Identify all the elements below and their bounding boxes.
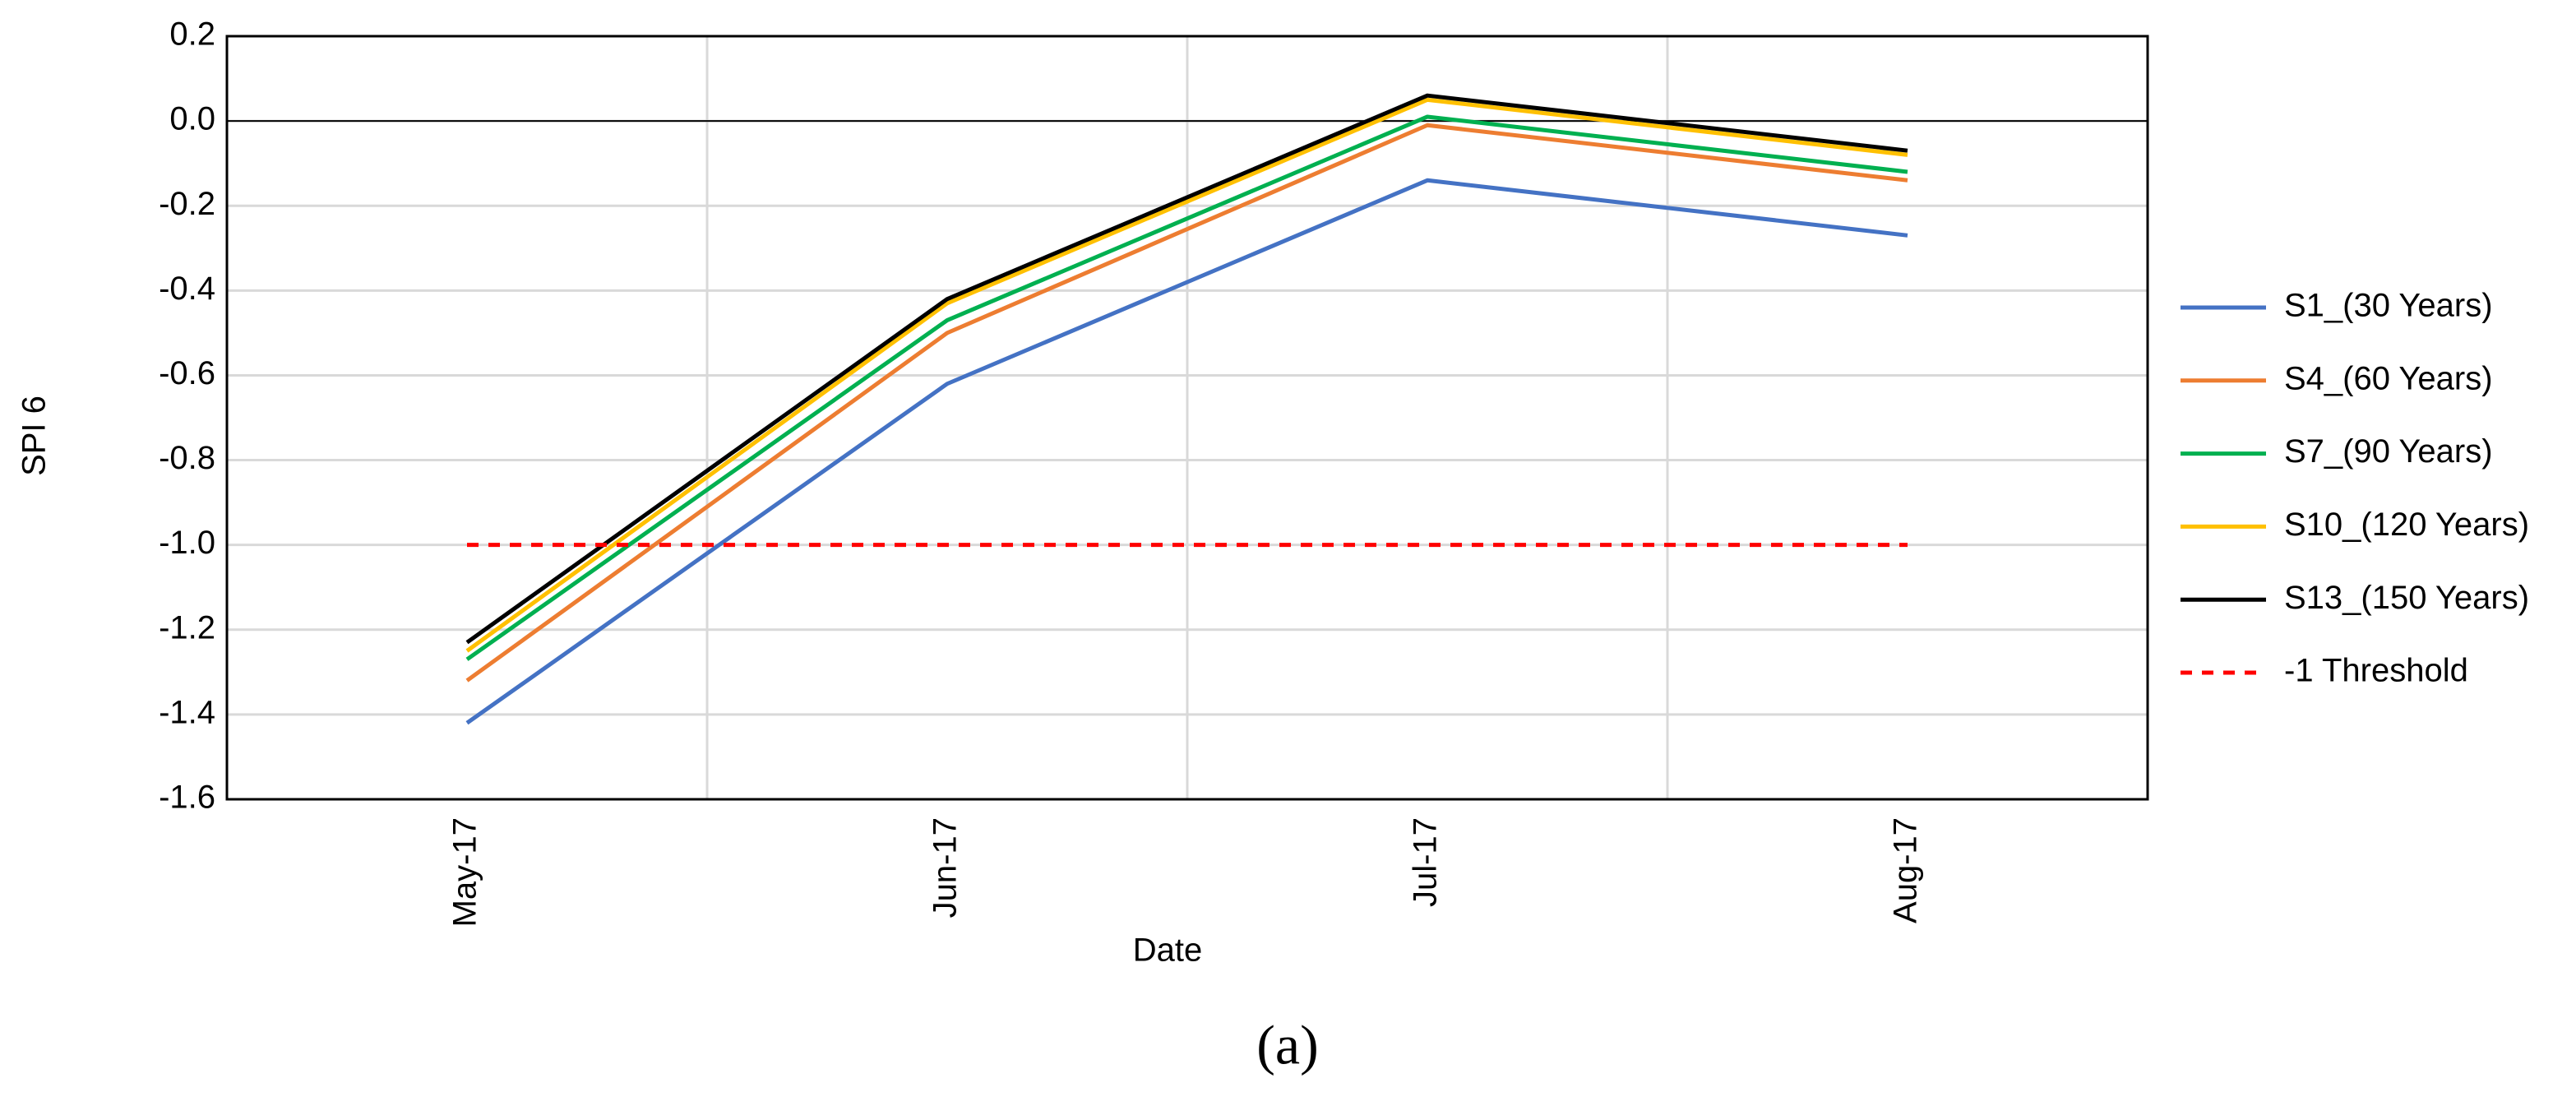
plot-frame xyxy=(225,35,2149,801)
y-tick-label: 0.2 xyxy=(169,16,215,53)
y-tick-label: -1.0 xyxy=(159,525,215,561)
y-tick-label: 0.0 xyxy=(169,101,215,137)
y-tick-label: -0.6 xyxy=(159,355,215,391)
legend-label: S13_(150 Years) xyxy=(2284,580,2529,616)
x-tick-label: Jun-17 xyxy=(927,817,964,918)
legend-label: -1 Threshold xyxy=(2284,653,2468,689)
caption: (a) xyxy=(1256,1014,1318,1076)
series-line xyxy=(465,93,1908,645)
y-tick-label: -1.2 xyxy=(159,609,215,646)
series-line xyxy=(465,123,1908,683)
x-tick-label: Jul-17 xyxy=(1408,817,1444,907)
y-tick-label: -1.4 xyxy=(159,694,215,730)
y-tick-label: -0.4 xyxy=(159,271,215,307)
y-axis-label: SPI 6 xyxy=(16,396,53,476)
y-tick-label: -1.6 xyxy=(159,780,215,816)
x-tick-label: May-17 xyxy=(447,817,483,927)
y-tick-label: -0.2 xyxy=(159,186,215,222)
x-tick-label: Aug-17 xyxy=(1888,817,1924,923)
series-line xyxy=(465,178,1908,725)
series-line xyxy=(465,97,1908,653)
series-line xyxy=(465,114,1908,661)
legend-label: S4_(60 Years) xyxy=(2284,360,2493,396)
legend-label: S1_(30 Years) xyxy=(2284,288,2493,324)
x-axis-label: Date xyxy=(1133,932,1203,969)
legend-label: S10_(120 Years) xyxy=(2284,507,2529,543)
y-tick-label: -0.8 xyxy=(159,440,215,476)
legend-label: S7_(90 Years) xyxy=(2284,433,2493,470)
